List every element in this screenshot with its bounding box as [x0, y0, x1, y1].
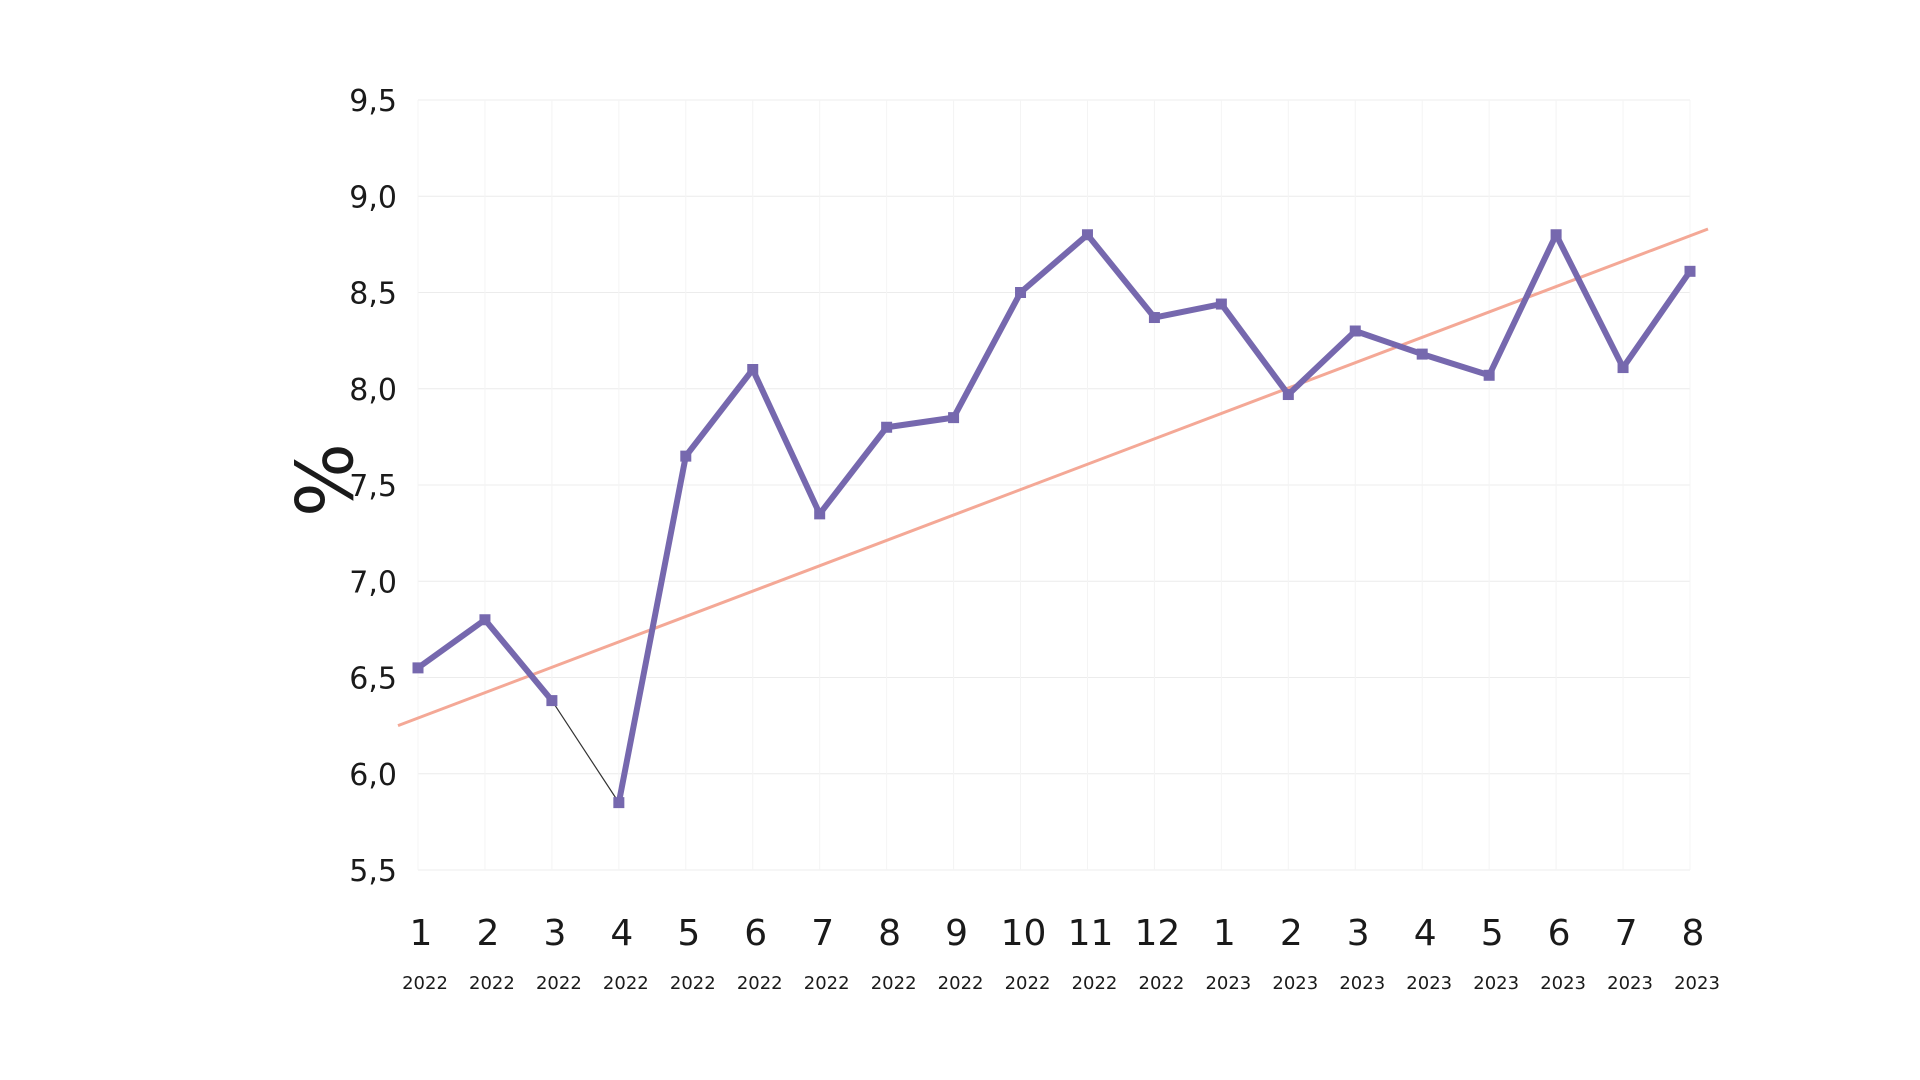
y-tick-label: 9,0: [349, 180, 397, 215]
data-point: [680, 450, 692, 462]
x-tick-year-label: 2023: [1607, 973, 1653, 994]
y-tick-label: 7,0: [349, 565, 397, 600]
x-tick-year-label: 2022: [402, 973, 448, 994]
x-tick-year-label: 2022: [1005, 973, 1051, 994]
x-tick-year-label: 2023: [1406, 973, 1452, 994]
data-point: [1015, 287, 1027, 298]
x-tick-year-label: 2022: [536, 973, 582, 994]
x-tick-month-label: 6: [744, 913, 767, 954]
trendline-layer: [397, 227, 1709, 728]
data-point: [546, 695, 558, 707]
x-tick-month-label: 12: [1135, 913, 1181, 954]
x-tick-month-label: 5: [677, 913, 700, 954]
series-segment: [950, 289, 1024, 421]
series-segment: [481, 616, 555, 704]
x-tick-month-label: 6: [1548, 913, 1571, 954]
data-point: [1550, 229, 1562, 241]
trendline: [397, 227, 1709, 728]
x-tick-year-label: 2023: [1473, 973, 1519, 994]
series-segment: [816, 424, 890, 517]
x-tick-month-label: 3: [543, 913, 566, 954]
data-point: [613, 797, 625, 809]
x-tick-year-label: 2022: [670, 973, 716, 994]
x-tick-month-label: 3: [1347, 913, 1370, 954]
x-tick-month-label: 2: [1280, 913, 1303, 954]
x-tick-month-label: 8: [1682, 913, 1705, 954]
x-tick-year-label: 2022: [804, 973, 850, 994]
x-tick-month-label: 4: [1414, 913, 1437, 954]
data-point: [881, 421, 893, 433]
y-axis-label: %: [276, 443, 366, 517]
x-tick-month-label: 2: [476, 913, 499, 954]
series-layer: [412, 229, 1696, 809]
x-tick-month-label: 1: [1213, 913, 1236, 954]
grid: [417, 99, 1691, 871]
series-segment: [682, 366, 756, 460]
x-tick-year-label: 2023: [1674, 973, 1720, 994]
y-tick-label: 9,5: [349, 84, 397, 119]
series-connector-thin: [551, 699, 620, 804]
data-point: [814, 508, 826, 520]
data-point: [1081, 229, 1093, 241]
y-axis: 9,5 9,0 8,5 8,0 7,5 7,0 6,5 6,0 5,5: [349, 84, 397, 889]
x-tick-month-label: 8: [878, 913, 901, 954]
series-segment: [749, 366, 823, 517]
x-tick-month-label: 9: [945, 913, 968, 954]
series-segment: [415, 616, 488, 671]
y-tick-label: 8,0: [349, 373, 397, 408]
x-axis: 1 2022 2 2022 3 2022 4 2022 5 2022 6 2022 7 2022 8 2022…: [402, 913, 1720, 994]
x-tick-year-label: 2022: [469, 973, 515, 994]
x-tick-year-label: 2023: [1339, 973, 1385, 994]
y-tick-label: 7,5: [349, 469, 397, 504]
x-tick-month-label: 7: [1615, 913, 1638, 954]
series-segment: [1620, 268, 1693, 371]
data-point: [1349, 325, 1361, 337]
x-tick-year-label: 2022: [938, 973, 984, 994]
x-tick-month-label: 4: [610, 913, 633, 954]
series-segment: [1084, 231, 1158, 321]
series-segment: [1352, 328, 1426, 358]
x-tick-year-label: 2022: [737, 973, 783, 994]
x-tick-month-label: 1: [410, 913, 433, 954]
data-point: [1148, 312, 1160, 324]
x-tick-year-label: 2022: [871, 973, 917, 994]
x-tick-year-label: 2022: [1139, 973, 1185, 994]
data-point: [479, 614, 491, 626]
x-tick-year-label: 2023: [1205, 973, 1251, 994]
x-tick-month-label: 10: [1001, 913, 1047, 954]
x-tick-year-label: 2022: [603, 973, 649, 994]
series-segment: [615, 453, 689, 806]
series-segment: [883, 414, 957, 431]
data-point: [1215, 298, 1227, 310]
x-tick-year-label: 2023: [1540, 973, 1586, 994]
x-tick-year-label: 2022: [1072, 973, 1118, 994]
y-tick-label: 5,5: [349, 854, 397, 889]
data-point: [1483, 369, 1495, 381]
series-segment: [1151, 301, 1225, 321]
series-segment: [1218, 301, 1292, 398]
data-point: [1282, 389, 1294, 401]
series-segment: [1285, 328, 1359, 398]
data-point: [1416, 348, 1428, 360]
x-tick-month-label: 5: [1481, 913, 1504, 954]
y-tick-label: 6,5: [349, 662, 397, 697]
series-segment: [1486, 231, 1560, 379]
series-segment: [1553, 231, 1627, 371]
y-tick-label: 6,0: [349, 758, 397, 793]
data-point: [1684, 265, 1696, 277]
series-segment: [1419, 351, 1493, 379]
x-tick-year-label: 2023: [1272, 973, 1318, 994]
x-tick-month-label: 11: [1068, 913, 1114, 954]
data-point: [948, 412, 960, 424]
data-point: [747, 364, 759, 375]
data-point: [412, 662, 424, 674]
series-segment: [1017, 231, 1091, 296]
x-tick-month-label: 7: [811, 913, 834, 954]
data-point: [1617, 362, 1629, 374]
y-tick-label: 8,5: [349, 277, 397, 312]
